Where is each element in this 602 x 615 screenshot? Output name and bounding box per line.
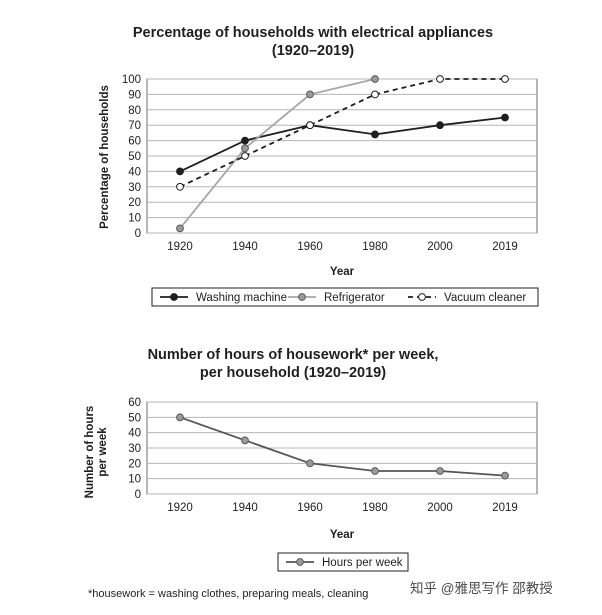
- chart2-x-tick-label: 1940: [232, 502, 258, 514]
- chart2-gridlines: [146, 401, 538, 495]
- appliances-chart: Percentage of households with electrical…: [99, 25, 539, 307]
- chart2-legend-label: Hours per week: [322, 557, 403, 569]
- chart1-y-tick-label: 0: [135, 228, 141, 240]
- chart1-data-point: [371, 90, 379, 99]
- chart2-data-point: [501, 471, 509, 480]
- chart2-legend-swatch-marker: [296, 558, 304, 566]
- chart2-y-tick-label: 30: [128, 443, 141, 455]
- chart1-data-point: [241, 144, 249, 153]
- chart1-y-tick-label: 20: [128, 197, 141, 209]
- chart1-data-point: [176, 182, 184, 191]
- chart2-data-point: [436, 467, 444, 475]
- chart2-x-tick-label: 1980: [362, 502, 388, 514]
- chart2-data-point: [241, 436, 249, 445]
- chart2-y-tick-label: 60: [128, 397, 141, 409]
- chart1-legend-swatch-marker: [418, 293, 426, 301]
- chart1-y-tick-label: 80: [128, 105, 141, 117]
- chart1-y-tick-label: 90: [128, 89, 141, 101]
- chart1-x-tick-label: 2019: [492, 241, 518, 253]
- chart1-data-point: [306, 121, 314, 130]
- chart1-data-point: [371, 75, 379, 83]
- chart1-y-axis-title: Percentage of households: [99, 85, 111, 229]
- chart2-x-tick-labels: 1920 1940 1960 1980 2000 2019: [167, 502, 518, 514]
- chart2-series-line: [179, 416, 506, 477]
- chart1-y-tick-label: 30: [128, 182, 141, 194]
- chart2-x-tick-label: 1960: [297, 502, 323, 514]
- chart2-y-tick-label: 20: [128, 458, 141, 470]
- footnote: *housework = washing clothes, preparing …: [88, 588, 368, 600]
- watermark: 知乎 @雅思写作 邵教授: [410, 580, 553, 596]
- chart2-x-axis-title: Year: [330, 529, 355, 541]
- chart2-data-point: [306, 459, 314, 468]
- chart1-data-point: [501, 113, 509, 122]
- chart1-data-point: [436, 121, 444, 130]
- chart1-legend: Washing machine Refrigerator Vacuum cleane…: [151, 287, 539, 307]
- chart2-x-tick-label: 2019: [492, 502, 518, 514]
- chart2-y-axis-title-line2: per week: [97, 427, 109, 477]
- chart1-x-axis-title: Year: [330, 266, 355, 278]
- chart2-legend: Hours per week: [277, 552, 409, 572]
- chart2-data-point: [371, 467, 379, 475]
- chart1-series: [176, 75, 509, 233]
- chart1-y-tick-label: 10: [128, 213, 141, 225]
- chart1-series-line: [179, 78, 376, 229]
- chart2-legend-box: [277, 552, 409, 572]
- chart1-x-tick-label: 1980: [362, 241, 388, 253]
- chart1-y-tick-label: 40: [128, 166, 141, 178]
- chart1-x-tick-label: 1920: [167, 241, 193, 253]
- chart2-data-point: [176, 413, 184, 422]
- chart1-series-line: [179, 78, 505, 188]
- chart2-series: [176, 413, 509, 480]
- housework-chart: Number of hours of housework* per week, …: [84, 347, 538, 572]
- chart2-y-tick-label: 0: [135, 489, 141, 501]
- chart1-data-point: [501, 75, 509, 83]
- chart1-legend-swatch-marker: [298, 293, 306, 301]
- chart1-data-point: [241, 136, 249, 145]
- chart1-legend-swatch-marker: [170, 293, 178, 301]
- chart1-title-line2: (1920–2019): [272, 43, 354, 59]
- chart1-data-point: [176, 167, 184, 176]
- chart2-y-tick-label: 10: [128, 474, 141, 486]
- chart1-legend-label: Washing machine: [196, 292, 287, 304]
- chart1-x-tick-label: 2000: [427, 241, 453, 253]
- chart1-legend-label: Refrigerator: [324, 292, 385, 304]
- chart2-title-line2: per household (1920–2019): [200, 365, 386, 381]
- chart1-y-tick-label: 100: [122, 74, 141, 86]
- chart2-title-line1: Number of hours of housework* per week,: [148, 347, 439, 363]
- chart1-x-tick-labels: 1920 1940 1960 1980 2000 2019: [167, 241, 518, 253]
- chart2-y-tick-label: 40: [128, 428, 141, 440]
- chart1-x-tick-label: 1940: [232, 241, 258, 253]
- chart1-data-point: [306, 90, 314, 99]
- chart1-gridlines: [146, 78, 538, 234]
- chart1-y-tick-labels: 0 10 20 30 40 50 60 70 80 90 100: [122, 74, 141, 240]
- chart1-legend-label: Vacuum cleaner: [444, 292, 526, 304]
- chart1-y-tick-label: 70: [128, 120, 141, 132]
- chart1-data-point: [371, 130, 379, 139]
- chart1-data-point: [436, 75, 444, 83]
- chart1-data-point: [241, 152, 249, 160]
- chart2-y-tick-labels: 0 10 20 30 40 50 60: [128, 397, 141, 501]
- chart1-y-tick-label: 50: [128, 151, 141, 163]
- chart1-x-tick-label: 1960: [297, 241, 323, 253]
- chart1-series-line: [179, 116, 506, 173]
- chart1-title-line1: Percentage of households with electrical…: [133, 25, 493, 41]
- chart2-x-tick-label: 1920: [167, 502, 193, 514]
- chart1-y-tick-label: 60: [128, 136, 141, 148]
- chart2-y-tick-label: 50: [128, 412, 141, 424]
- chart2-y-axis-title-line1: Number of hours: [84, 406, 96, 499]
- chart1-data-point: [176, 224, 184, 233]
- chart1-legend-box: [151, 287, 539, 307]
- chart2-x-tick-label: 2000: [427, 502, 453, 514]
